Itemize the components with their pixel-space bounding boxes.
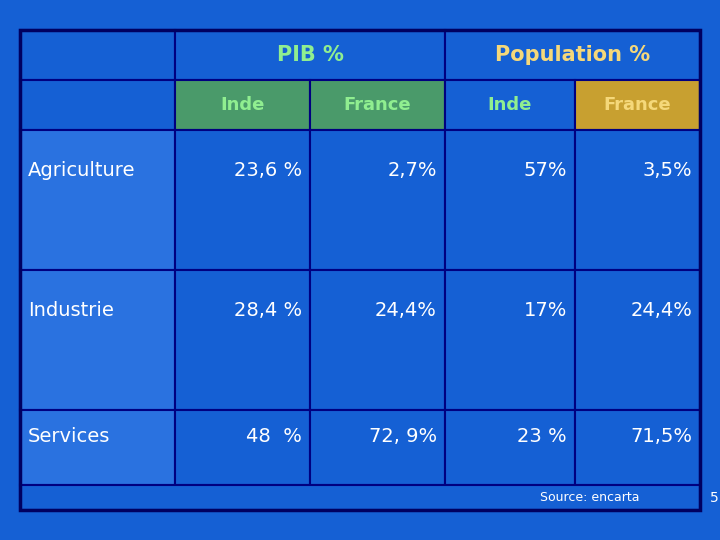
Text: Source: encarta: Source: encarta [541, 491, 640, 504]
Text: 23,6 %: 23,6 % [234, 161, 302, 180]
Bar [445, 410, 575, 485]
Text: Industrie: Industrie [28, 301, 114, 320]
Text: PIB %: PIB % [276, 45, 343, 65]
Text: Population %: Population % [495, 45, 650, 65]
Bar [445, 80, 575, 130]
Bar [445, 130, 575, 270]
Text: 23 %: 23 % [518, 427, 567, 446]
Text: Inde: Inde [220, 96, 265, 114]
Bar [20, 410, 175, 485]
Bar [20, 80, 175, 130]
Bar [175, 30, 445, 80]
Text: 24,4%: 24,4% [630, 301, 692, 320]
Text: France: France [343, 96, 411, 114]
Bar [20, 270, 175, 410]
Bar [310, 130, 445, 270]
Bar [575, 270, 700, 410]
Text: 28,4 %: 28,4 % [234, 301, 302, 320]
Text: 71,5%: 71,5% [630, 427, 692, 446]
Text: 57%: 57% [523, 161, 567, 180]
Bar [175, 270, 310, 410]
Bar [310, 270, 445, 410]
Text: Inde: Inde [488, 96, 532, 114]
Text: 2,7%: 2,7% [387, 161, 437, 180]
Text: Services: Services [28, 427, 110, 446]
Text: Agriculture: Agriculture [28, 161, 135, 180]
Bar [20, 30, 700, 510]
Bar [175, 410, 310, 485]
Bar [20, 30, 175, 80]
Text: 72, 9%: 72, 9% [369, 427, 437, 446]
Text: 5: 5 [710, 490, 719, 504]
Text: 24,4%: 24,4% [375, 301, 437, 320]
Bar [310, 80, 445, 130]
Bar [175, 80, 310, 130]
Bar [575, 410, 700, 485]
Text: 3,5%: 3,5% [642, 161, 692, 180]
Bar [20, 485, 700, 510]
Text: 48  %: 48 % [246, 427, 302, 446]
Bar [20, 130, 175, 270]
Bar [175, 130, 310, 270]
Bar [575, 130, 700, 270]
Bar [575, 80, 700, 130]
Text: 17%: 17% [523, 301, 567, 320]
Bar [310, 410, 445, 485]
Bar [445, 270, 575, 410]
Bar [445, 30, 700, 80]
Text: France: France [603, 96, 671, 114]
